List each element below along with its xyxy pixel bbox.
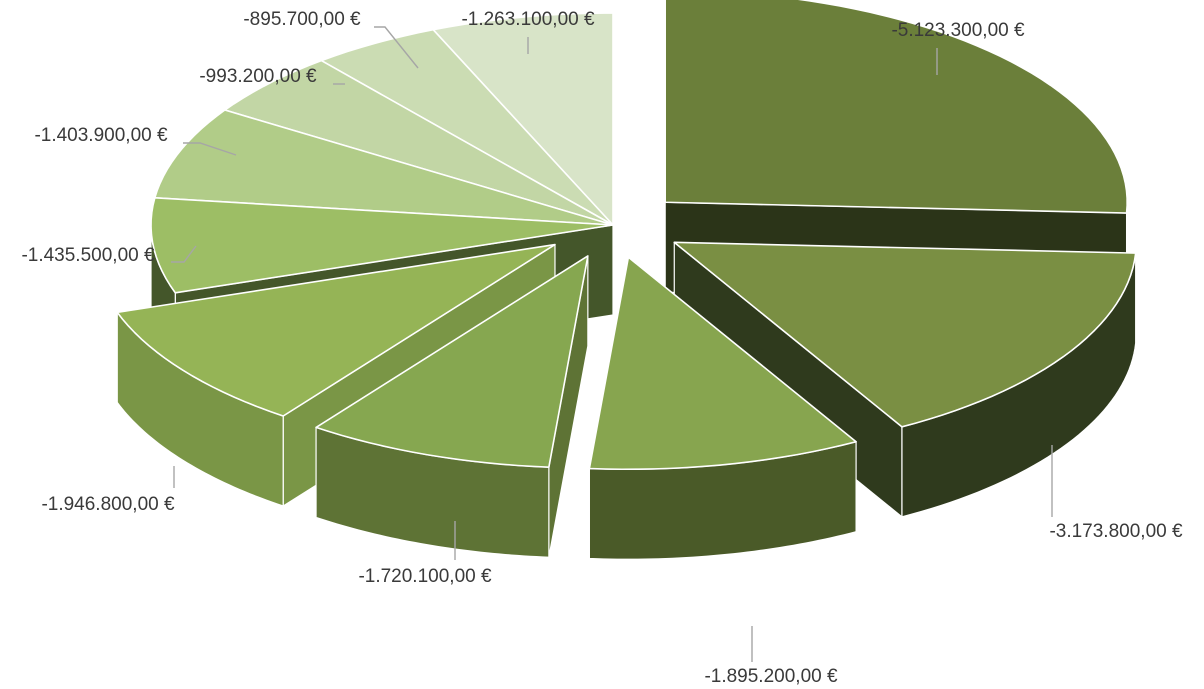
slice-body-3 xyxy=(588,256,857,560)
leader-line-6 xyxy=(171,245,197,263)
data-label-1: -5.123.300,00 € xyxy=(891,20,1025,41)
slice-1 xyxy=(664,0,1128,214)
leader-line-9 xyxy=(374,26,419,69)
data-label-6: -1.435.500,00 € xyxy=(21,245,155,266)
slice-body-4 xyxy=(315,255,589,558)
slice-10 xyxy=(432,12,614,226)
slice-9 xyxy=(320,28,614,226)
data-label-4: -1.720.100,00 € xyxy=(358,566,492,587)
data-label-5: -1.946.800,00 € xyxy=(41,494,175,515)
slice-sides xyxy=(116,0,1137,560)
slice-5 xyxy=(116,243,556,417)
data-label-7: -1.403.900,00 € xyxy=(34,125,168,146)
slice-8 xyxy=(224,59,614,226)
slice-4 xyxy=(315,255,589,469)
data-label-10: -1.263.100,00 € xyxy=(461,9,595,30)
data-labels: -5.123.300,00 € -3.173.800,00 € -1.895.2… xyxy=(21,9,1183,687)
data-label-9: -895.700,00 € xyxy=(243,9,361,30)
slice-body-2 xyxy=(673,241,1137,518)
data-label-2: -3.173.800,00 € xyxy=(1049,521,1183,542)
data-label-8: -993.200,00 € xyxy=(199,66,317,87)
slice-6 xyxy=(150,196,614,294)
data-label-3: -1.895.200,00 € xyxy=(704,666,838,687)
slice-3 xyxy=(588,256,857,471)
slice-7 xyxy=(154,109,614,226)
leader-lines xyxy=(171,26,1053,662)
leader-line-7 xyxy=(183,142,237,156)
slice-2 xyxy=(673,241,1137,428)
